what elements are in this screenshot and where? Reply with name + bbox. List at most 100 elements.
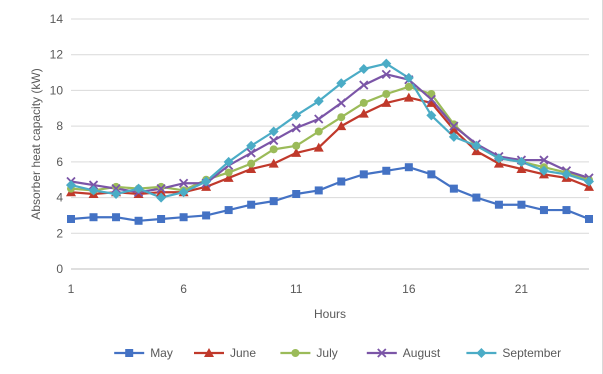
data-point-september — [403, 72, 414, 83]
data-point-may — [224, 206, 233, 215]
data-point-august — [539, 155, 549, 165]
series-markers-may — [67, 163, 593, 225]
y-tick-label: 10 — [50, 83, 64, 97]
data-point-may — [247, 200, 256, 209]
data-point-july — [292, 141, 301, 150]
series-markers-august — [66, 69, 594, 197]
data-point-may — [134, 216, 143, 225]
y-tick-label: 0 — [56, 262, 63, 276]
data-point-july — [269, 145, 278, 154]
data-point-september — [584, 176, 594, 187]
legend-item-september: September — [466, 346, 561, 360]
x-tick-label: 6 — [180, 282, 187, 296]
x-tick-labels: 1 6 11 16 21 — [68, 282, 529, 296]
data-point-september — [178, 187, 189, 198]
y-tick-label: 14 — [50, 12, 64, 26]
legend-item-july: July — [280, 346, 338, 360]
data-point-august — [269, 135, 279, 146]
data-point-june — [381, 97, 392, 107]
series-markers-june — [66, 92, 594, 198]
data-point-may — [337, 177, 346, 186]
legend-marker-august — [377, 348, 387, 358]
data-point-june — [313, 142, 324, 152]
data-point-september — [268, 126, 279, 137]
data-point-june — [268, 158, 279, 168]
data-point-august — [426, 94, 436, 104]
legend-marker-may — [125, 349, 134, 357]
legend-marker-june — [204, 348, 214, 357]
data-point-september — [111, 189, 122, 199]
data-point-september — [448, 131, 459, 142]
y-tick-labels: 0 2 4 6 8 10 12 14 — [50, 12, 64, 276]
data-point-may — [112, 213, 121, 222]
data-point-september — [538, 165, 549, 176]
legend-label: August — [403, 346, 441, 360]
series-line-july — [70, 85, 590, 192]
y-tick-label: 6 — [56, 155, 63, 169]
data-point-july — [247, 159, 256, 168]
data-point-may — [202, 211, 211, 220]
data-point-august — [449, 121, 459, 131]
data-point-may — [269, 197, 278, 206]
data-point-june — [336, 121, 347, 131]
x-axis-title: Hours — [314, 307, 346, 321]
data-point-september — [471, 140, 482, 151]
data-point-september — [201, 176, 212, 187]
data-point-july — [427, 90, 436, 98]
data-point-august — [178, 178, 189, 188]
gridlines — [71, 18, 589, 270]
data-point-august — [88, 180, 99, 190]
data-point-september — [88, 185, 99, 196]
data-point-june — [246, 164, 257, 173]
data-point-june — [291, 147, 302, 157]
data-point-may — [517, 200, 526, 209]
data-point-june — [426, 97, 437, 107]
y-axis-title: Absorber heat capacity (kW) — [29, 68, 43, 219]
data-point-june — [448, 124, 459, 134]
data-point-may — [292, 190, 301, 198]
data-point-september — [313, 96, 324, 107]
data-point-may — [562, 206, 571, 215]
series-line-september — [70, 62, 590, 199]
y-tick-label: 8 — [56, 119, 63, 133]
legend-item-may: May — [114, 346, 173, 360]
data-point-may — [157, 215, 166, 223]
data-point-may — [67, 215, 75, 223]
legend-item-june: June — [194, 346, 256, 360]
data-point-september — [336, 78, 347, 89]
y-tick-label: 4 — [56, 191, 63, 205]
y-tick-label: 2 — [56, 226, 63, 240]
legend-marker-september — [476, 348, 487, 358]
data-point-june — [403, 92, 414, 102]
x-tick-label: 11 — [290, 282, 303, 296]
data-point-september — [493, 153, 504, 164]
data-point-august — [291, 123, 301, 133]
data-point-july — [449, 120, 458, 129]
data-point-may — [472, 193, 481, 202]
data-point-july — [224, 168, 233, 177]
data-point-september — [381, 58, 392, 69]
data-point-september — [246, 140, 257, 151]
y-tick-label: 12 — [50, 48, 64, 62]
legend-label: July — [316, 346, 337, 360]
data-point-september — [426, 110, 437, 121]
data-point-june — [223, 172, 234, 182]
legend: May June July August September — [114, 346, 561, 360]
data-point-august — [359, 80, 369, 90]
data-point-may — [449, 184, 458, 193]
data-point-may — [89, 213, 98, 222]
data-point-may — [585, 215, 593, 223]
data-point-september — [133, 183, 144, 194]
data-point-september — [223, 156, 234, 167]
data-point-august — [381, 69, 391, 79]
legend-label: May — [150, 346, 173, 360]
data-point-september — [291, 110, 302, 121]
data-point-july — [359, 98, 368, 107]
x-tick-label: 21 — [515, 282, 529, 296]
legend-label: September — [502, 346, 561, 360]
data-point-august — [336, 98, 346, 108]
data-point-may — [382, 166, 391, 175]
data-point-july — [337, 113, 346, 122]
data-point-july — [382, 90, 391, 98]
